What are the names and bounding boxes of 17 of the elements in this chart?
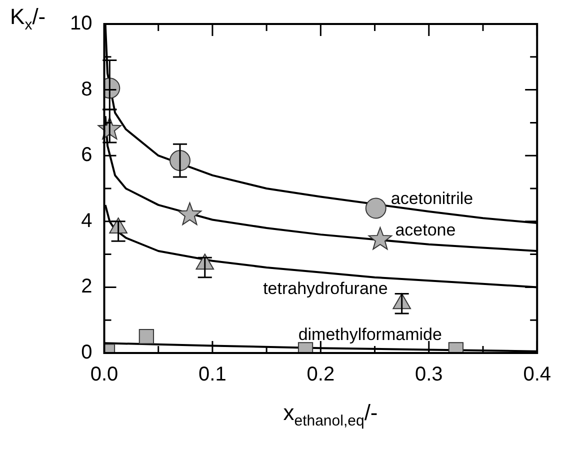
- y-tick-label: 0: [81, 342, 92, 364]
- y-axis-title: K$_{x}$/-: [10, 4, 46, 34]
- x-tick-label: 0.1: [198, 364, 226, 386]
- y-tick-label: 8: [81, 78, 92, 100]
- series-label: dimethylformamide: [298, 324, 442, 344]
- series-label: tetrahydrofurane: [263, 278, 388, 298]
- x-tick-label: 0.2: [306, 364, 335, 386]
- y-tick-label: 2: [81, 276, 92, 298]
- x-tick-label: 0.0: [90, 364, 118, 386]
- x-tick-label: 0.4: [523, 364, 552, 386]
- series-label: acetonitrile: [390, 189, 474, 208]
- x-tick-label: 0.3: [414, 364, 443, 386]
- x-axis-title: x$_{ethanol,eq}$/-: [282, 400, 379, 430]
- y-tick-label: 6: [81, 144, 92, 166]
- y-tick-label: 10: [70, 12, 92, 35]
- series-label: acetone: [395, 220, 456, 240]
- y-tick-label: 4: [81, 210, 92, 232]
